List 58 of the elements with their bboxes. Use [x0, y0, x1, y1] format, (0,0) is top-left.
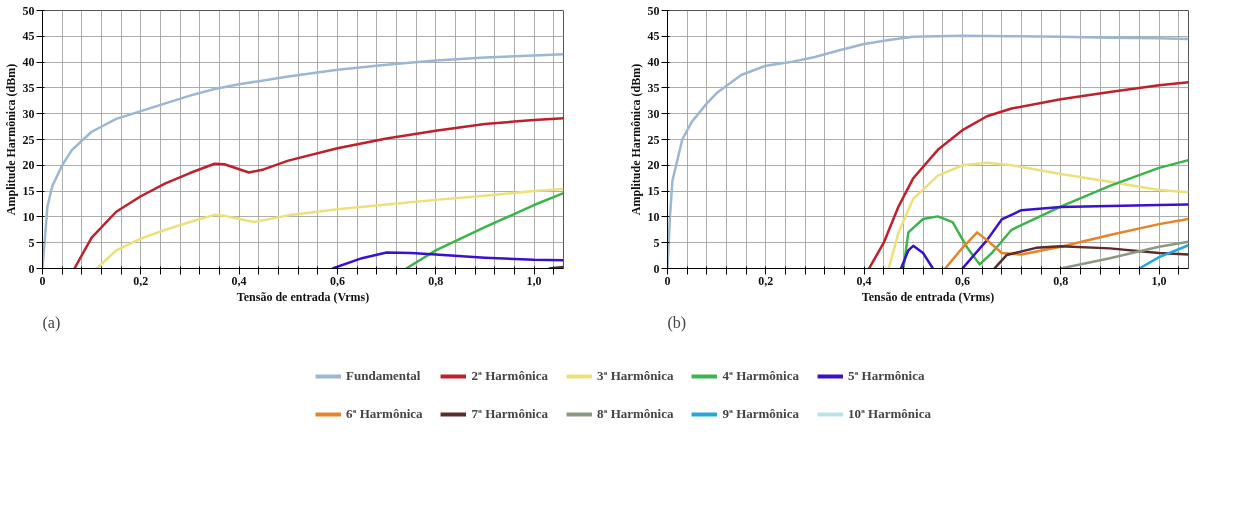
legend-label: 7ª Harmônica [471, 406, 549, 422]
x-tick-label: 0,2 [758, 273, 774, 288]
x-tick-label: 0,8 [428, 273, 444, 288]
line-series [943, 217, 1189, 269]
line-series [95, 187, 564, 269]
y-tick-label: 40 [22, 55, 35, 70]
legend-label: Fundamental [346, 368, 421, 384]
legend-label: 10ª Harmônica [847, 406, 931, 422]
line-series [867, 80, 1189, 269]
legend-label: 9ª Harmônica [722, 406, 799, 422]
y-tick-label: 30 [22, 106, 35, 121]
y-tick-label: 5 [28, 235, 35, 250]
y-tick-label: 0 [28, 261, 35, 276]
x-axis-title: Tensão de entrada (Vrms) [236, 289, 370, 304]
y-tick-label: 20 [647, 158, 660, 173]
y-tick-label: 5 [653, 235, 660, 250]
x-tick-label: 0,2 [133, 273, 149, 288]
legend-label: 4ª Harmônica [722, 368, 799, 384]
legend-label: 8ª Harmônica [597, 406, 674, 422]
legend-label: 5ª Harmônica [847, 368, 925, 384]
line-series [404, 191, 564, 269]
legend-label: 3ª Harmônica [597, 368, 674, 384]
y-tick-label: 45 [22, 29, 35, 44]
line-series [331, 251, 564, 269]
x-tick-label: 0 [664, 273, 671, 288]
y-tick-label: 20 [22, 158, 35, 173]
y-axis-title: Amplitude Harmônica (dBm) [3, 63, 18, 216]
x-tick-label: 0,6 [329, 273, 345, 288]
x-axis-title: Tensão de entrada (Vrms) [861, 289, 995, 304]
y-tick-label: 45 [647, 29, 660, 44]
x-tick-label: 0,8 [1053, 273, 1069, 288]
x-tick-label: 0,4 [231, 273, 247, 288]
x-tick-label: 0,6 [954, 273, 970, 288]
y-axis-title: Amplitude Harmônica (dBm) [628, 63, 643, 216]
x-tick-label: 1,0 [526, 273, 542, 288]
legend-label: 2ª Harmônica [471, 368, 549, 384]
y-tick-label: 50 [647, 3, 660, 18]
y-tick-label: 25 [647, 132, 660, 147]
y-tick-label: 30 [647, 106, 660, 121]
y-tick-label: 50 [22, 3, 35, 18]
text: (a) [42, 313, 61, 332]
y-tick-label: 25 [22, 132, 35, 147]
y-tick-label: 0 [653, 261, 660, 276]
line-series [993, 245, 1189, 269]
y-tick-label: 15 [22, 184, 35, 199]
line-series [73, 117, 564, 269]
y-tick-label: 10 [22, 209, 35, 224]
x-tick-label: 1,0 [1151, 273, 1167, 288]
y-tick-label: 15 [647, 184, 660, 199]
legend-label: 6ª Harmônica [346, 406, 423, 422]
text: (b) [667, 313, 687, 332]
y-tick-label: 35 [647, 80, 660, 95]
y-tick-label: 40 [647, 55, 660, 70]
x-tick-label: 0,4 [856, 273, 872, 288]
x-tick-label: 0 [39, 273, 46, 288]
line-series [1059, 240, 1189, 269]
y-tick-label: 35 [22, 80, 35, 95]
y-tick-label: 10 [647, 209, 660, 224]
